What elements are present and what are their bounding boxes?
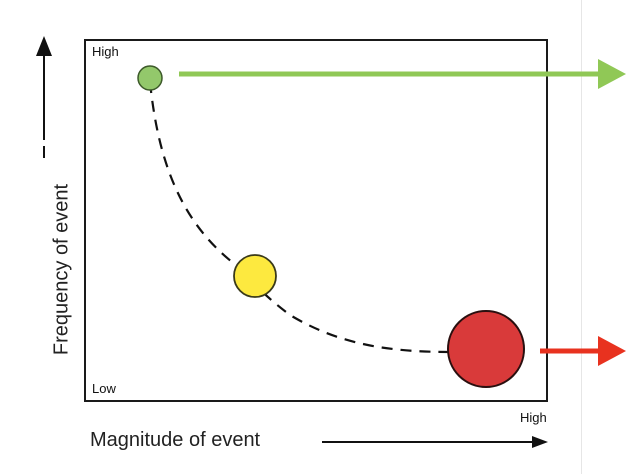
green-arrowhead	[598, 59, 626, 89]
event-circle-large-red	[447, 310, 525, 388]
plot-frame	[84, 39, 548, 402]
y-low-label: Low	[92, 381, 116, 396]
x-axis-arrowhead	[532, 436, 548, 448]
x-axis-title: Magnitude of event	[90, 429, 261, 451]
dashed-curve	[148, 81, 453, 354]
x-high-label: High	[520, 410, 547, 425]
event-circle-small-green	[137, 65, 163, 91]
y-axis-arrowhead	[36, 36, 52, 56]
y-high-label: High	[92, 44, 119, 59]
page-divider	[581, 0, 582, 474]
red-arrowhead	[598, 336, 626, 366]
event-circle-medium-yellow	[233, 254, 277, 298]
